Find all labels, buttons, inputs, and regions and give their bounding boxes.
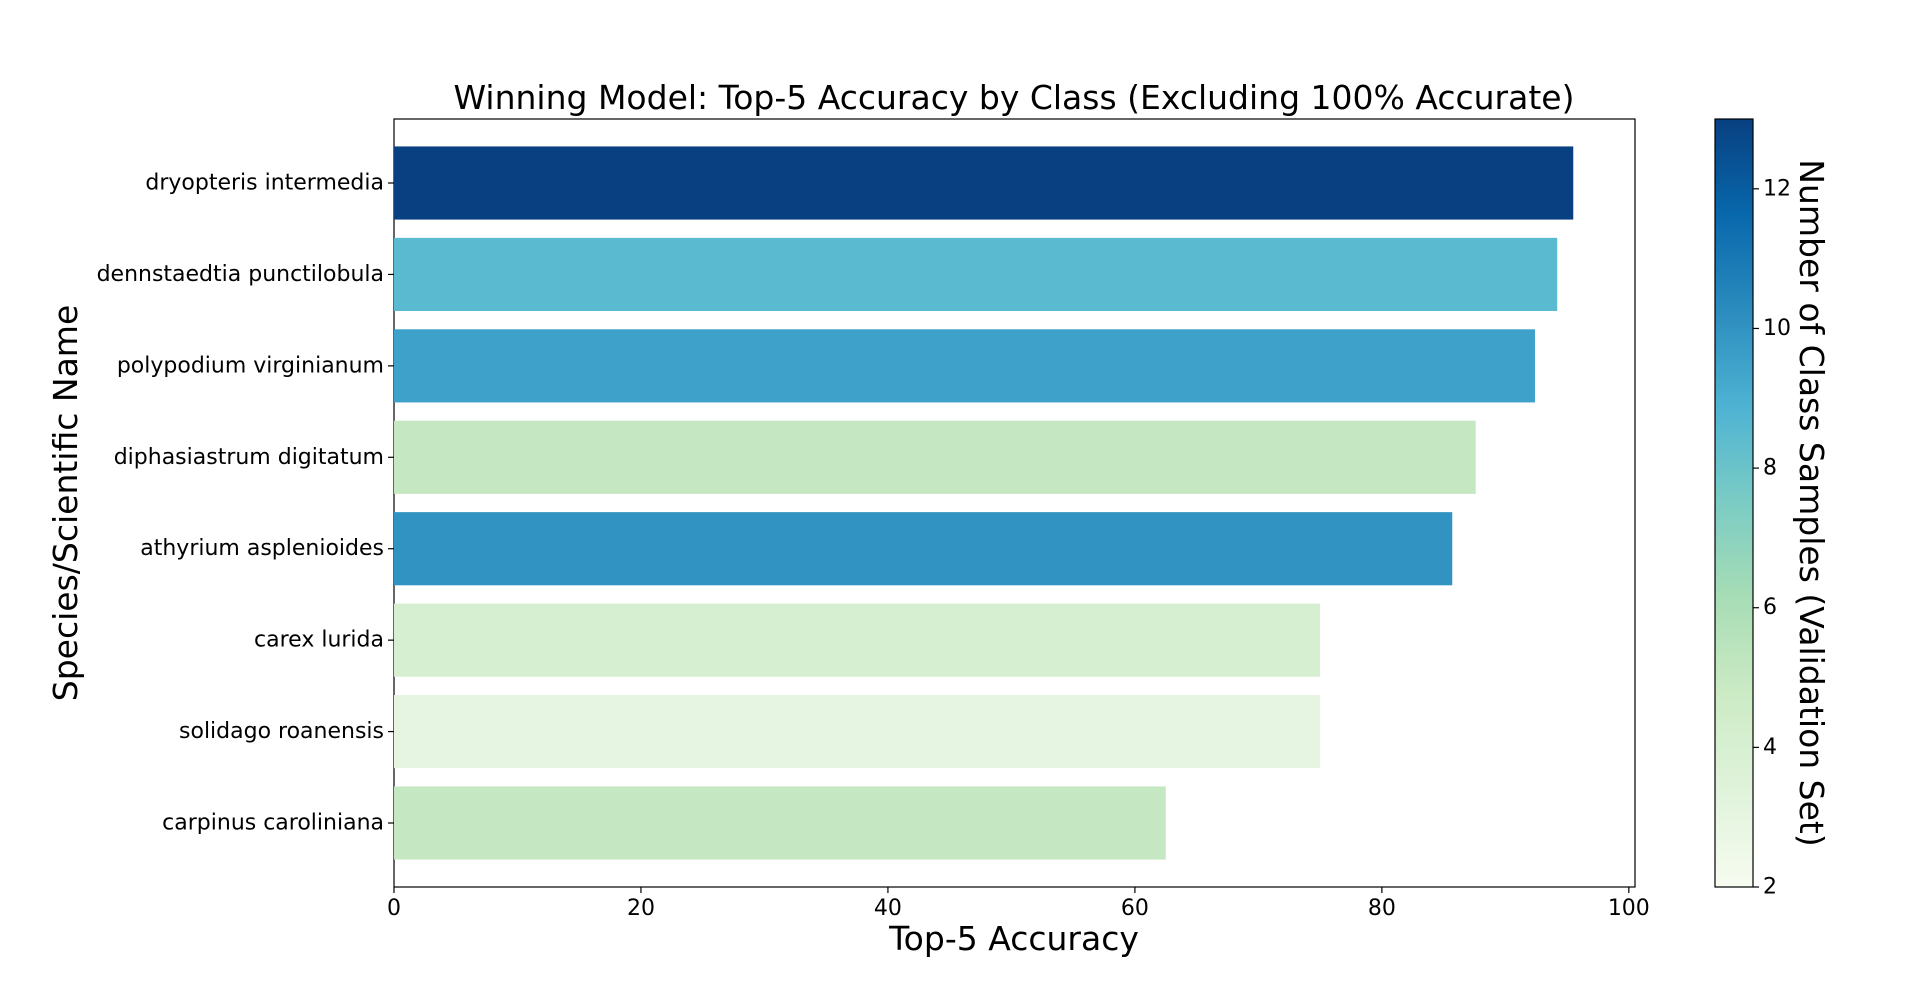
y-axis-label: Species/Scientific Name xyxy=(46,305,85,701)
x-axis-ticks: 0 20 40 60 80 100 xyxy=(387,887,1650,921)
x-tick-label: 100 xyxy=(1608,896,1650,921)
colorbar xyxy=(1714,118,1754,888)
x-tick-label: 20 xyxy=(627,896,655,921)
bar-dennstaedtia-punctilobula xyxy=(394,237,1558,311)
bar-solidago-roanensis xyxy=(394,695,1321,769)
bar-diphasiastrum-digitatum xyxy=(394,420,1476,494)
y-axis-tick-labels: dryopteris intermedia dennstaedtia puncti… xyxy=(97,171,394,836)
y-tick-label: polypodium virginianum xyxy=(117,353,384,378)
colorbar-tick-label: 4 xyxy=(1763,735,1777,760)
bar-athyrium-asplenioides xyxy=(394,512,1453,586)
x-tick-label: 0 xyxy=(387,896,401,921)
plot-area xyxy=(393,118,1636,888)
bar-dryopteris-intermedia xyxy=(394,146,1574,220)
x-tick-label: 40 xyxy=(874,896,902,921)
y-tick-label: carpinus caroliniana xyxy=(162,811,384,836)
colorbar-ticks: 2 4 6 8 10 12 xyxy=(1753,176,1791,900)
colorbar-tick-label: 10 xyxy=(1763,316,1791,341)
y-tick-label: athyrium asplenioides xyxy=(140,536,384,561)
bar-polypodium-virginianum xyxy=(394,329,1535,403)
y-tick-label: diphasiastrum digitatum xyxy=(114,445,384,470)
y-tick-label: carex lurida xyxy=(254,628,384,653)
colorbar-tick-label: 6 xyxy=(1763,595,1777,620)
bar-series xyxy=(394,146,1574,860)
x-tick-label: 80 xyxy=(1368,896,1396,921)
y-tick-label: dennstaedtia punctilobula xyxy=(97,262,384,287)
colorbar-tick-label: 12 xyxy=(1763,176,1791,201)
colorbar-tick-label: 2 xyxy=(1763,875,1777,900)
chart-title: Winning Model: Top-5 Accuracy by Class (… xyxy=(454,78,1575,117)
bar-carpinus-caroliniana xyxy=(394,786,1166,860)
x-axis-label: Top-5 Accuracy xyxy=(888,919,1139,958)
y-tick-label: dryopteris intermedia xyxy=(145,171,384,196)
colorbar-tick-label: 8 xyxy=(1763,456,1777,481)
x-tick-label: 60 xyxy=(1121,896,1149,921)
bar-carex-lurida xyxy=(394,603,1321,677)
colorbar-label: Number of Class Samples (Validation Set) xyxy=(1792,159,1831,846)
y-tick-label: solidago roanensis xyxy=(179,719,384,744)
